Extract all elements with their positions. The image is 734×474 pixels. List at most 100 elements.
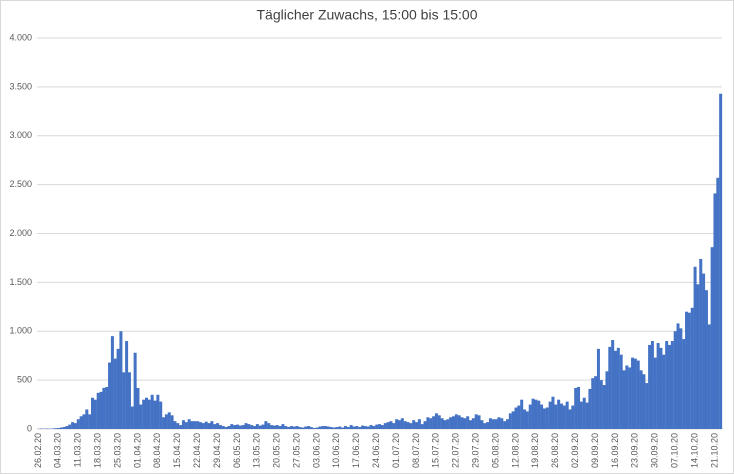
bar bbox=[673, 331, 677, 429]
bar bbox=[707, 324, 711, 429]
bar bbox=[164, 414, 168, 429]
bar bbox=[474, 414, 478, 429]
bar bbox=[395, 419, 399, 429]
y-tick-label: 4.000 bbox=[9, 32, 32, 42]
bar bbox=[514, 407, 518, 429]
bar bbox=[307, 426, 311, 429]
bar bbox=[403, 421, 407, 429]
bar bbox=[193, 421, 197, 429]
bar bbox=[517, 405, 521, 429]
x-tick-label: 24.06.20 bbox=[371, 433, 381, 468]
bar bbox=[568, 409, 572, 429]
bar bbox=[315, 427, 319, 429]
bar bbox=[179, 425, 183, 429]
bar bbox=[406, 422, 410, 429]
bar bbox=[400, 418, 404, 429]
bar bbox=[557, 399, 561, 429]
bar bbox=[412, 420, 416, 429]
bar bbox=[440, 418, 444, 429]
bar bbox=[469, 420, 473, 429]
bar bbox=[292, 426, 296, 429]
y-tick-label: 3.500 bbox=[9, 81, 32, 91]
bar bbox=[483, 423, 487, 429]
bar bbox=[454, 414, 458, 429]
bar bbox=[343, 426, 347, 429]
bar bbox=[667, 344, 671, 429]
x-tick-label: 05.08.20 bbox=[490, 433, 500, 468]
bar bbox=[415, 422, 419, 429]
bar bbox=[554, 404, 558, 429]
bar bbox=[432, 416, 436, 429]
bar bbox=[142, 399, 146, 429]
bar bbox=[199, 422, 203, 429]
bar bbox=[471, 418, 475, 429]
bar bbox=[369, 425, 373, 429]
bar bbox=[258, 425, 262, 429]
bar bbox=[719, 93, 723, 429]
bar bbox=[503, 421, 507, 429]
bar bbox=[375, 424, 379, 429]
bar bbox=[559, 403, 563, 429]
x-tick-label: 07.10.20 bbox=[669, 433, 679, 468]
bar bbox=[167, 412, 171, 429]
bar bbox=[437, 415, 441, 429]
bar bbox=[594, 376, 598, 429]
bar bbox=[480, 420, 484, 429]
bar bbox=[551, 396, 555, 429]
bar bbox=[156, 394, 160, 429]
bar bbox=[662, 354, 666, 429]
bar bbox=[380, 425, 384, 429]
bar bbox=[577, 386, 581, 429]
bar bbox=[386, 422, 390, 429]
bar bbox=[127, 372, 131, 429]
bar bbox=[716, 177, 720, 429]
bar bbox=[520, 399, 524, 429]
bar bbox=[85, 409, 89, 429]
bar bbox=[122, 372, 126, 429]
bar bbox=[676, 323, 680, 429]
bar bbox=[409, 423, 413, 429]
bar bbox=[298, 427, 302, 429]
bar bbox=[562, 405, 566, 429]
bar bbox=[82, 414, 86, 429]
bar bbox=[196, 421, 200, 429]
bar bbox=[68, 424, 72, 429]
bar bbox=[105, 386, 109, 429]
bar bbox=[235, 424, 239, 429]
bar bbox=[204, 421, 208, 429]
bar bbox=[210, 421, 214, 429]
x-tick-label: 13.05.20 bbox=[252, 433, 262, 468]
bar bbox=[574, 387, 578, 429]
x-tick-label: 27.05.20 bbox=[291, 433, 301, 468]
bar bbox=[602, 385, 606, 429]
bar bbox=[247, 424, 251, 429]
bar bbox=[565, 401, 569, 429]
bar bbox=[116, 348, 120, 429]
bar bbox=[113, 358, 117, 429]
bar bbox=[201, 423, 205, 429]
bar bbox=[284, 426, 288, 429]
y-tick-label: 2.000 bbox=[9, 228, 32, 238]
bar bbox=[528, 404, 532, 429]
y-tick-label: 1.500 bbox=[9, 277, 32, 287]
bar bbox=[540, 404, 544, 429]
bar bbox=[659, 347, 663, 429]
bar bbox=[332, 427, 336, 429]
bar bbox=[611, 340, 615, 429]
x-tick-label: 15.04.20 bbox=[172, 433, 182, 468]
bar bbox=[309, 427, 313, 429]
bar bbox=[591, 378, 595, 429]
bar bbox=[596, 348, 600, 429]
bar bbox=[457, 415, 461, 429]
bar bbox=[619, 354, 623, 429]
x-tick-label: 22.04.20 bbox=[192, 433, 202, 468]
bar bbox=[73, 423, 77, 429]
x-tick-label: 04.03.20 bbox=[53, 433, 63, 468]
x-tick-label: 08.07.20 bbox=[411, 433, 421, 468]
bar bbox=[392, 423, 396, 429]
x-tick-label: 01.07.20 bbox=[391, 433, 401, 468]
bar bbox=[505, 419, 509, 429]
bar bbox=[352, 426, 356, 429]
bar bbox=[119, 331, 123, 429]
